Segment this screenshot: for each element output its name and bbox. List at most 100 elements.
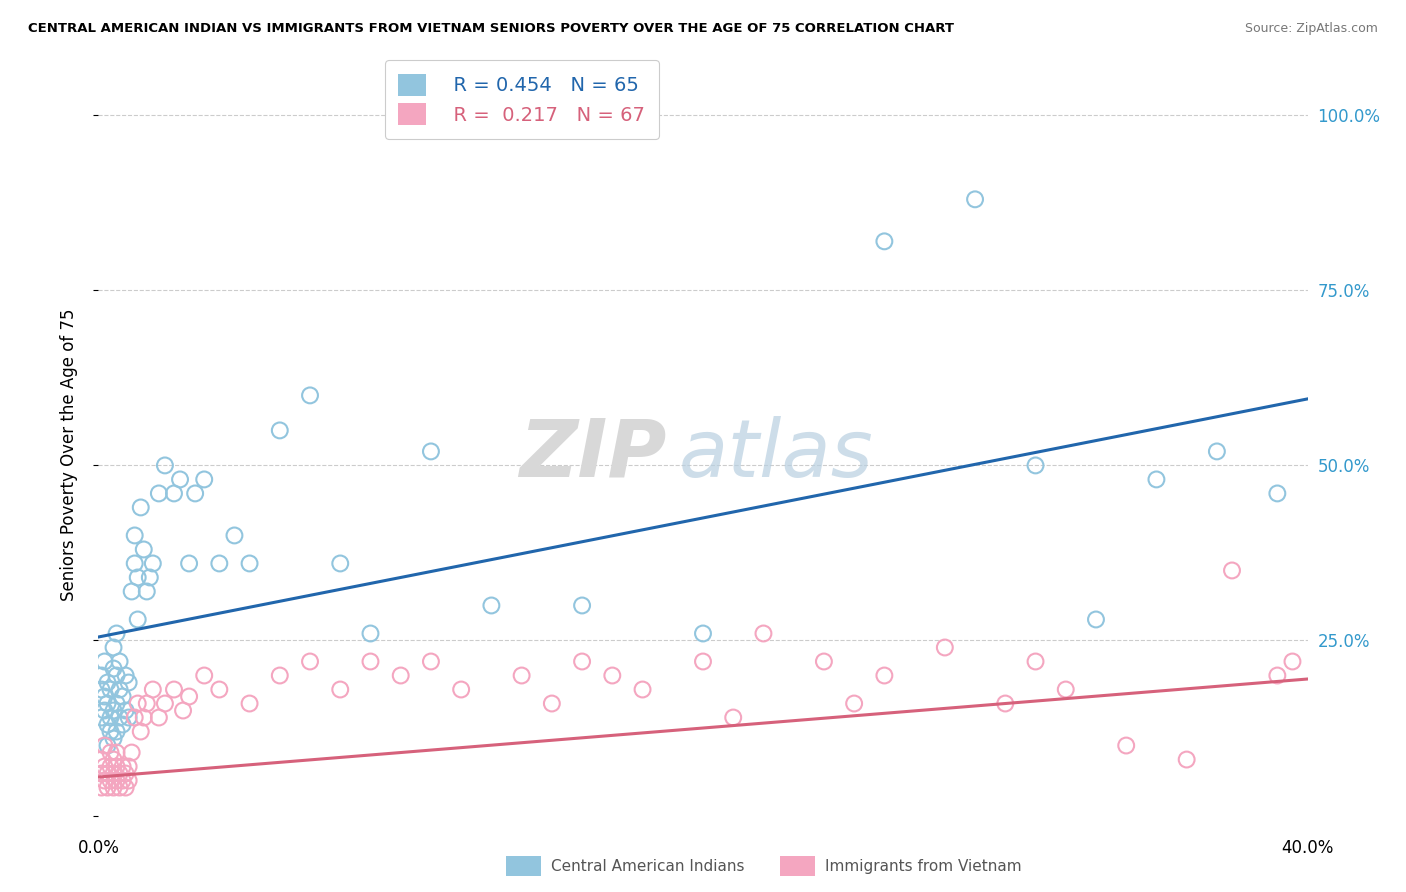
- Point: [127, 612, 149, 626]
- Point: [135, 584, 157, 599]
- Point: [1054, 682, 1077, 697]
- Point: [163, 486, 186, 500]
- Point: [105, 746, 128, 760]
- Point: [1115, 739, 1137, 753]
- Point: [96, 675, 118, 690]
- Point: [571, 599, 593, 613]
- Point: [934, 640, 956, 655]
- Text: ZIP: ZIP: [519, 416, 666, 494]
- Point: [420, 444, 443, 458]
- Point: [1206, 444, 1229, 458]
- Point: [100, 773, 122, 788]
- Point: [153, 697, 176, 711]
- Point: [93, 690, 115, 704]
- Point: [142, 682, 165, 697]
- Point: [148, 710, 170, 724]
- Y-axis label: Seniors Poverty Over the Age of 75: Seniors Poverty Over the Age of 75: [59, 309, 77, 601]
- Point: [813, 655, 835, 669]
- Point: [132, 710, 155, 724]
- Point: [1085, 612, 1108, 626]
- Point: [420, 655, 443, 669]
- Point: [481, 599, 503, 613]
- Text: Source: ZipAtlas.com: Source: ZipAtlas.com: [1244, 22, 1378, 36]
- Point: [148, 486, 170, 500]
- Point: [450, 682, 472, 697]
- Point: [90, 682, 112, 697]
- Point: [631, 682, 654, 697]
- Point: [111, 773, 134, 788]
- Point: [96, 739, 118, 753]
- Point: [224, 528, 246, 542]
- Point: [111, 690, 134, 704]
- Point: [1175, 752, 1198, 766]
- Point: [873, 668, 896, 682]
- Point: [132, 542, 155, 557]
- Point: [90, 668, 112, 682]
- Point: [114, 780, 136, 795]
- Point: [118, 675, 141, 690]
- Point: [118, 759, 141, 773]
- Legend:   R = 0.454   N = 65,   R =  0.217   N = 67: R = 0.454 N = 65, R = 0.217 N = 67: [385, 60, 658, 139]
- Point: [184, 486, 207, 500]
- Point: [118, 773, 141, 788]
- Point: [571, 655, 593, 669]
- Point: [103, 640, 125, 655]
- Text: atlas: atlas: [679, 416, 873, 494]
- Point: [844, 697, 866, 711]
- Text: Central American Indians: Central American Indians: [551, 859, 745, 873]
- Point: [540, 697, 562, 711]
- Point: [105, 668, 128, 682]
- Point: [108, 710, 131, 724]
- Point: [96, 697, 118, 711]
- Point: [90, 752, 112, 766]
- Point: [103, 704, 125, 718]
- Point: [124, 557, 146, 571]
- Point: [127, 697, 149, 711]
- Point: [135, 697, 157, 711]
- Point: [169, 472, 191, 486]
- Point: [121, 584, 143, 599]
- Point: [100, 759, 122, 773]
- Point: [108, 655, 131, 669]
- Text: CENTRAL AMERICAN INDIAN VS IMMIGRANTS FROM VIETNAM SENIORS POVERTY OVER THE AGE : CENTRAL AMERICAN INDIAN VS IMMIGRANTS FR…: [28, 22, 955, 36]
- Text: Immigrants from Vietnam: Immigrants from Vietnam: [825, 859, 1022, 873]
- Point: [239, 557, 262, 571]
- Point: [360, 655, 382, 669]
- Point: [269, 424, 291, 438]
- Point: [129, 724, 152, 739]
- Point: [114, 668, 136, 682]
- Point: [1024, 458, 1046, 473]
- Point: [103, 780, 125, 795]
- Point: [90, 766, 112, 780]
- Point: [90, 710, 112, 724]
- Point: [118, 710, 141, 724]
- Point: [93, 704, 115, 718]
- Point: [602, 668, 624, 682]
- Point: [692, 626, 714, 640]
- Point: [299, 655, 322, 669]
- Point: [103, 661, 125, 675]
- Point: [163, 682, 186, 697]
- Point: [93, 739, 115, 753]
- Point: [329, 682, 352, 697]
- Point: [239, 697, 262, 711]
- Point: [692, 655, 714, 669]
- Point: [108, 780, 131, 795]
- Point: [208, 682, 231, 697]
- Point: [105, 724, 128, 739]
- Point: [193, 668, 215, 682]
- Point: [179, 557, 201, 571]
- Point: [1281, 655, 1303, 669]
- Point: [129, 500, 152, 515]
- Point: [105, 759, 128, 773]
- Point: [114, 766, 136, 780]
- Point: [179, 690, 201, 704]
- Point: [208, 557, 231, 571]
- Point: [100, 710, 122, 724]
- Point: [965, 192, 987, 206]
- Point: [93, 759, 115, 773]
- Point: [111, 759, 134, 773]
- Point: [100, 682, 122, 697]
- Point: [269, 668, 291, 682]
- Point: [510, 668, 533, 682]
